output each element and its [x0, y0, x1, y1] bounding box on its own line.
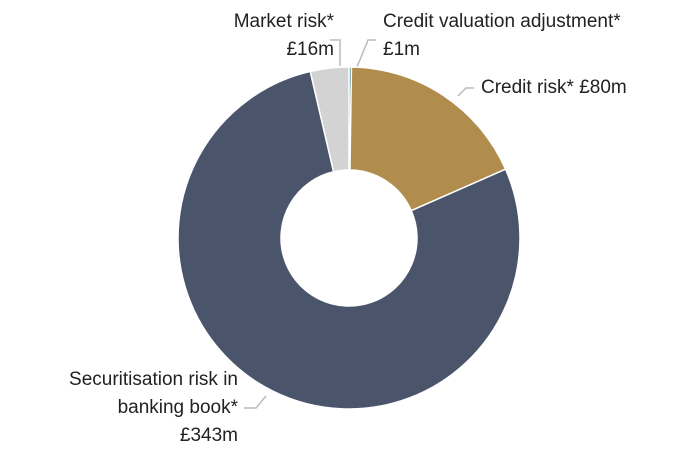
- leader-line: [330, 39, 341, 66]
- category-label: Credit valuation adjustment*: [383, 11, 621, 32]
- label: Credit valuation adjustment* £1m: [383, 8, 621, 64]
- slice: [349, 66, 507, 212]
- value-label: £343m: [179, 425, 238, 446]
- value-label: £16m: [286, 39, 334, 60]
- label: Securitisation risk in banking book* £34…: [0, 366, 238, 450]
- leader-line: [356, 39, 376, 68]
- slice: [309, 66, 350, 173]
- value-label: £80m: [579, 77, 627, 98]
- slices: [177, 66, 521, 410]
- leader-lines: [244, 39, 474, 409]
- label: Credit risk* £80m: [481, 74, 627, 102]
- label: Market risk* £16m: [130, 8, 334, 64]
- leader-line: [457, 87, 474, 97]
- slice: [177, 70, 521, 410]
- leader-line: [244, 395, 267, 409]
- category-label: Market risk*: [233, 11, 334, 32]
- category-label: Securitisation risk in banking book*: [69, 369, 238, 418]
- value-label: £1m: [383, 39, 420, 60]
- category-label: Credit risk*: [481, 77, 574, 98]
